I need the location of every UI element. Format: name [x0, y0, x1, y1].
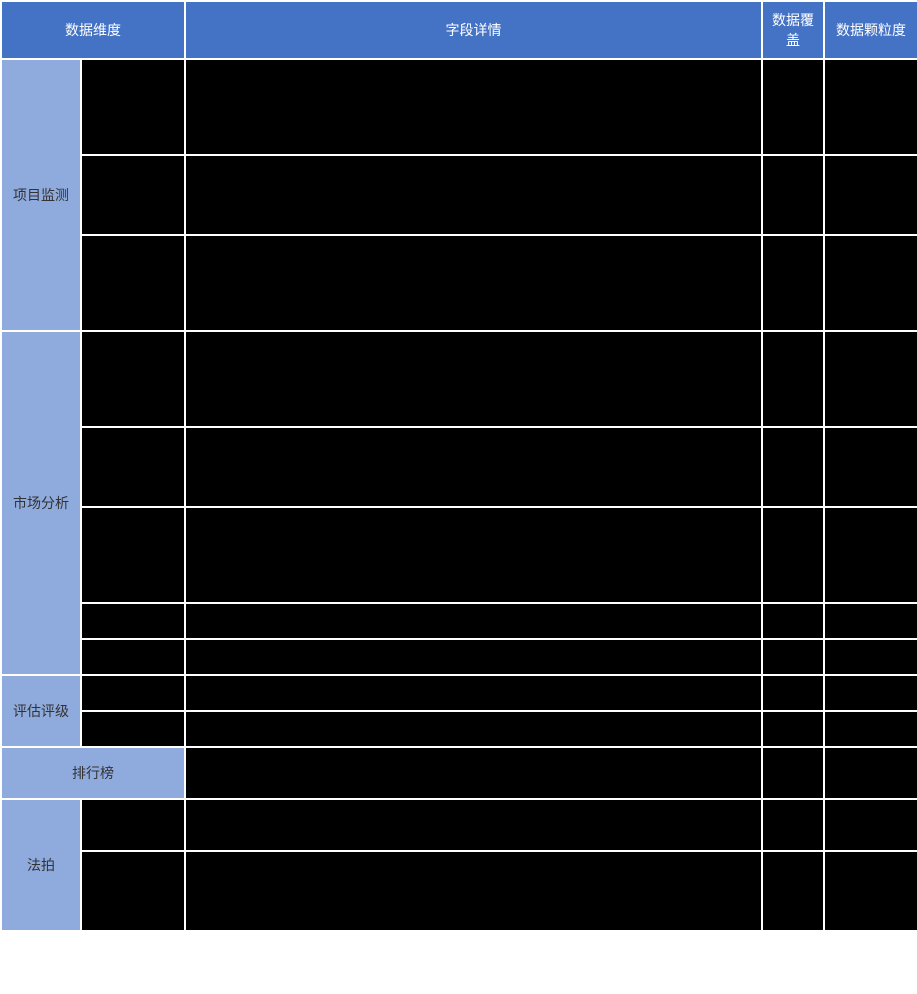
granularity-cell [824, 507, 917, 603]
dimension-primary-cell: 项目监测 [1, 59, 81, 331]
header-dimension: 数据维度 [1, 1, 185, 59]
table-row [1, 711, 917, 747]
dimension-secondary-cell [81, 799, 185, 851]
coverage-cell [762, 427, 824, 507]
dimension-primary-cell: 排行榜 [1, 747, 185, 799]
dimension-secondary-cell [81, 507, 185, 603]
granularity-cell [824, 639, 917, 675]
coverage-cell [762, 851, 824, 931]
dimension-secondary-cell [81, 59, 185, 155]
coverage-cell [762, 603, 824, 639]
detail-cell [185, 331, 762, 427]
header-detail: 字段详情 [185, 1, 762, 59]
granularity-cell [824, 59, 917, 155]
table-row [1, 235, 917, 331]
dimension-secondary-cell [81, 235, 185, 331]
coverage-cell [762, 639, 824, 675]
dimension-secondary-cell [81, 427, 185, 507]
detail-cell [185, 851, 762, 931]
table-row: 排行榜 [1, 747, 917, 799]
coverage-cell [762, 675, 824, 711]
coverage-cell [762, 507, 824, 603]
table-row [1, 155, 917, 235]
table-row [1, 427, 917, 507]
dimension-secondary-cell [81, 603, 185, 639]
coverage-cell [762, 747, 824, 799]
detail-cell [185, 799, 762, 851]
coverage-cell [762, 711, 824, 747]
header-granularity: 数据颗粒度 [824, 1, 917, 59]
dimension-primary-cell: 评估评级 [1, 675, 81, 747]
data-dimension-table: 数据维度 字段详情 数据覆盖 数据颗粒度 项目监测市场分析评估评级排行榜法拍 [0, 0, 917, 932]
table-row: 法拍 [1, 799, 917, 851]
dimension-secondary-cell [81, 851, 185, 931]
granularity-cell [824, 747, 917, 799]
table-row: 评估评级 [1, 675, 917, 711]
dimension-secondary-cell [81, 711, 185, 747]
detail-cell [185, 427, 762, 507]
granularity-cell [824, 235, 917, 331]
table-row [1, 851, 917, 931]
detail-cell [185, 747, 762, 799]
table-body: 项目监测市场分析评估评级排行榜法拍 [1, 59, 917, 931]
dimension-secondary-cell [81, 155, 185, 235]
dimension-secondary-cell [81, 639, 185, 675]
detail-cell [185, 675, 762, 711]
detail-cell [185, 59, 762, 155]
coverage-cell [762, 799, 824, 851]
granularity-cell [824, 155, 917, 235]
detail-cell [185, 155, 762, 235]
coverage-cell [762, 235, 824, 331]
table-row: 市场分析 [1, 331, 917, 427]
granularity-cell [824, 711, 917, 747]
dimension-primary-cell: 市场分析 [1, 331, 81, 675]
detail-cell [185, 507, 762, 603]
dimension-secondary-cell [81, 675, 185, 711]
granularity-cell [824, 799, 917, 851]
granularity-cell [824, 331, 917, 427]
granularity-cell [824, 427, 917, 507]
coverage-cell [762, 155, 824, 235]
dimension-secondary-cell [81, 331, 185, 427]
header-coverage: 数据覆盖 [762, 1, 824, 59]
table-row [1, 507, 917, 603]
coverage-cell [762, 331, 824, 427]
table-row [1, 603, 917, 639]
detail-cell [185, 235, 762, 331]
table-row [1, 639, 917, 675]
table-header: 数据维度 字段详情 数据覆盖 数据颗粒度 [1, 1, 917, 59]
table-row: 项目监测 [1, 59, 917, 155]
coverage-cell [762, 59, 824, 155]
granularity-cell [824, 603, 917, 639]
granularity-cell [824, 851, 917, 931]
granularity-cell [824, 675, 917, 711]
detail-cell [185, 603, 762, 639]
detail-cell [185, 639, 762, 675]
detail-cell [185, 711, 762, 747]
dimension-primary-cell: 法拍 [1, 799, 81, 931]
